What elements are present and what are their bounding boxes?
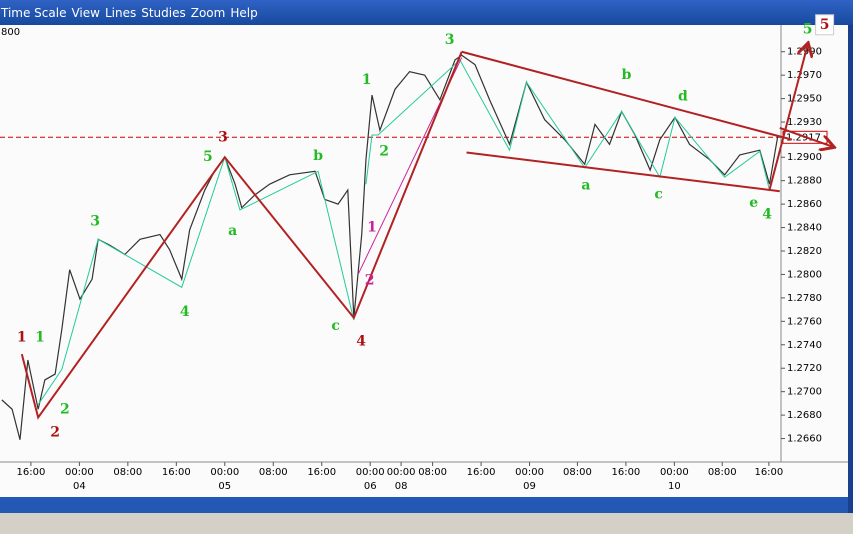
menu-item[interactable]: View <box>71 6 100 20</box>
wave-line <box>461 50 793 141</box>
wave-label: c <box>654 187 663 203</box>
wave-label: 2 <box>379 143 389 159</box>
scroll-band <box>0 497 848 513</box>
right-frame <box>848 25 853 513</box>
y-tick-label: 1.2780 <box>787 293 822 304</box>
plot: 1.2660 1.2680 1.2700 1.2720 1.2740 1.2760 1.27… <box>0 14 835 492</box>
wave-label: 1 <box>367 220 377 236</box>
y-tick-label: 1.2900 <box>787 152 822 163</box>
wave-label: 2 <box>50 425 60 441</box>
date-label: 09 <box>523 481 536 492</box>
wave-label: 5 <box>803 21 813 37</box>
wave-label: e <box>749 195 758 211</box>
status-bar <box>0 513 853 534</box>
x-tick-label: 08:00 <box>259 467 288 478</box>
date-label: 06 <box>364 481 377 492</box>
menu-item[interactable]: Time Scale <box>1 6 67 20</box>
menu-item[interactable]: Help <box>230 6 258 20</box>
wave-label: 2 <box>60 401 70 417</box>
y-tick-label: 1.2860 <box>787 199 822 210</box>
wave-label: 4 <box>356 333 366 349</box>
wave-label: 3 <box>90 214 100 230</box>
x-tick-label: 00:00 <box>210 467 239 478</box>
wave-line <box>768 45 807 191</box>
wave-label: d <box>678 88 688 104</box>
x-tick-label: 08:00 <box>418 467 447 478</box>
y-tick-label: 1.2950 <box>787 94 822 105</box>
wave-label: 5 <box>203 149 213 165</box>
x-tick-label: 08:00 <box>708 467 737 478</box>
menu-item[interactable]: Lines <box>104 6 137 20</box>
y-tick-label: 1.2970 <box>787 70 822 81</box>
wave-label: 5 <box>820 17 830 33</box>
wave-label: a <box>581 177 590 193</box>
wave-line <box>779 126 833 147</box>
date-label: 04 <box>73 481 86 492</box>
y-tick-label: 1.2740 <box>787 340 822 351</box>
y-tick-label: 1.2800 <box>787 269 822 280</box>
y-tick-label: 1.2700 <box>787 387 822 398</box>
last-price-label: 1.2917 <box>786 132 821 143</box>
y-tick-label: 1.2660 <box>787 434 822 445</box>
x-tick-label: 16:00 <box>467 467 496 478</box>
x-tick-label: 16:00 <box>611 467 640 478</box>
y-tick-label: 1.2930 <box>787 117 822 128</box>
wave-line <box>20 51 463 420</box>
menu-item[interactable]: Zoom <box>190 6 226 20</box>
y-tick-label: 1.2760 <box>787 316 822 327</box>
y-tick-label: 1.2840 <box>787 223 822 234</box>
x-tick-label: 00:00 <box>660 467 689 478</box>
date-label: 05 <box>218 481 231 492</box>
x-tick-label: 00:00 <box>515 467 544 478</box>
wave-line <box>37 155 355 405</box>
label-box <box>815 14 835 36</box>
x-tick-label: 16:00 <box>162 467 191 478</box>
x-tick-label: 08:00 <box>563 467 592 478</box>
wave-label: 1 <box>362 72 372 88</box>
date-label: 08 <box>395 481 408 492</box>
wave-label: c <box>331 318 340 334</box>
wave-label: b <box>622 67 632 83</box>
x-tick-label: 00:00 <box>356 467 385 478</box>
wave-label: b <box>313 148 323 164</box>
y-tick-label: 1.2820 <box>787 246 822 257</box>
wave-label: 1 <box>35 330 45 346</box>
date-label: 10 <box>668 481 681 492</box>
wave-line <box>466 151 780 193</box>
wave-label: 4 <box>180 304 190 320</box>
x-tick-label: 16:00 <box>307 467 336 478</box>
wave-label: 4 <box>762 207 772 223</box>
wave-label: 1 <box>17 330 27 346</box>
corner-label: 800 <box>1 27 20 38</box>
x-tick-label: 00:00 <box>387 467 416 478</box>
wave-label: a <box>228 223 237 239</box>
chart-background <box>0 25 848 497</box>
wave-label: 2 <box>365 272 375 288</box>
menu-bar: Time Scale View Lines Studies Zoom Help <box>0 0 853 25</box>
x-tick-label: 00:00 <box>65 467 94 478</box>
wave-label: 3 <box>218 129 228 145</box>
x-tick-label: 08:00 <box>113 467 142 478</box>
x-tick-label: 16:00 <box>16 467 45 478</box>
y-tick-label: 1.2880 <box>787 176 822 187</box>
menu-item[interactable]: Studies <box>141 6 186 20</box>
y-tick-label: 1.2720 <box>787 363 822 374</box>
wave-label: 3 <box>445 32 455 48</box>
y-tick-label: 1.2680 <box>787 410 822 421</box>
x-tick-label: 16:00 <box>754 467 783 478</box>
